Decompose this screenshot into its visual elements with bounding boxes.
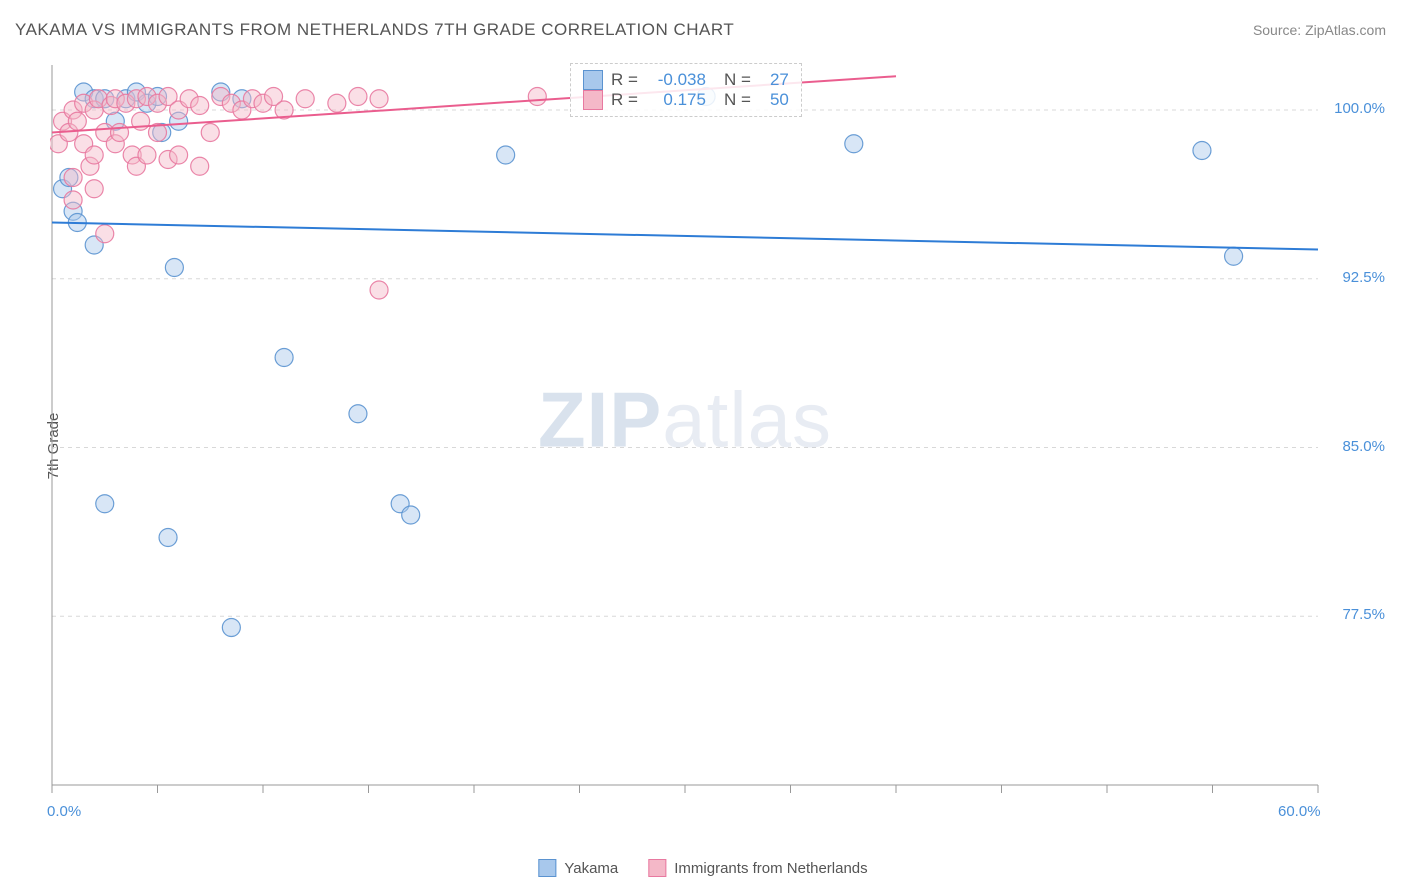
- chart-title: YAKAMA VS IMMIGRANTS FROM NETHERLANDS 7T…: [15, 20, 734, 40]
- x-axis-min-label: 0.0%: [47, 803, 81, 820]
- chart-area: ZIPatlas R =-0.038N =27R =0.175N =50 0.0…: [50, 55, 1320, 815]
- legend-bottom: Yakama Immigrants from Netherlands: [538, 859, 867, 877]
- legend-item: Yakama: [538, 859, 618, 877]
- legend-swatch-icon: [583, 90, 603, 110]
- correlation-row: R =0.175N =50: [583, 90, 789, 110]
- x-axis-max-label: 60.0%: [1278, 803, 1321, 820]
- y-tick-label: 85.0%: [1342, 438, 1385, 455]
- scatter-chart-svg: [50, 55, 1320, 815]
- legend-swatch-icon: [648, 859, 666, 877]
- correlation-legend-box: R =-0.038N =27R =0.175N =50: [570, 63, 802, 117]
- legend-swatch-icon: [583, 70, 603, 90]
- y-tick-label: 77.5%: [1342, 606, 1385, 623]
- legend-item: Immigrants from Netherlands: [648, 859, 867, 877]
- correlation-row: R =-0.038N =27: [583, 70, 789, 90]
- legend-swatch-icon: [538, 859, 556, 877]
- y-tick-label: 92.5%: [1342, 269, 1385, 286]
- y-tick-label: 100.0%: [1334, 100, 1385, 117]
- source-attribution: Source: ZipAtlas.com: [1253, 22, 1386, 38]
